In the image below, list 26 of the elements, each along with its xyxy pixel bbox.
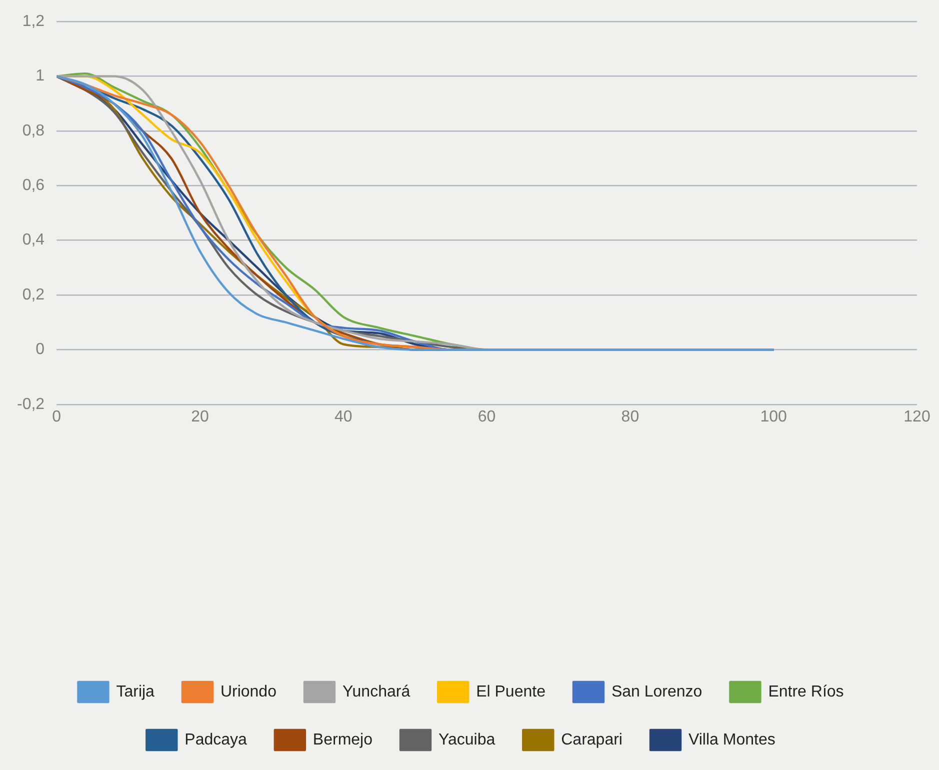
y-tick-label: -0,2 (16, 396, 45, 413)
y-tick-label: 0,2 (22, 286, 45, 304)
legend-label: San Lorenzo (611, 683, 702, 700)
x-tick-label: 0 (52, 408, 62, 426)
y-tick-label: 0,8 (22, 122, 45, 140)
x-tick-label: 80 (621, 408, 640, 426)
x-tick-label: 60 (478, 408, 496, 426)
legend-label: Tarija (116, 683, 155, 700)
y-tick-label: 0,6 (22, 177, 45, 194)
legend-label: Yacuiba (438, 731, 496, 748)
legend-label: Yunchará (342, 683, 410, 700)
legend-label: Uriondo (220, 683, 277, 700)
legend-label: Villa Montes (688, 731, 776, 748)
y-tick-label: 0 (36, 341, 45, 358)
y-tick-label: 1 (36, 68, 45, 85)
legend-label: Carapari (561, 731, 622, 748)
x-tick-label: 100 (760, 408, 788, 426)
y-tick-label: 1,2 (22, 13, 45, 30)
x-tick-label: 120 (904, 408, 930, 426)
legend-label: Bermejo (312, 731, 373, 748)
legend-label: Entre Ríos (768, 683, 844, 700)
y-tick-label: 0,4 (22, 232, 45, 249)
legend-label: Padcaya (184, 731, 248, 748)
x-tick-label: 40 (334, 408, 352, 426)
x-tick-label: 20 (191, 408, 209, 426)
legend-label: El Puente (476, 683, 546, 700)
